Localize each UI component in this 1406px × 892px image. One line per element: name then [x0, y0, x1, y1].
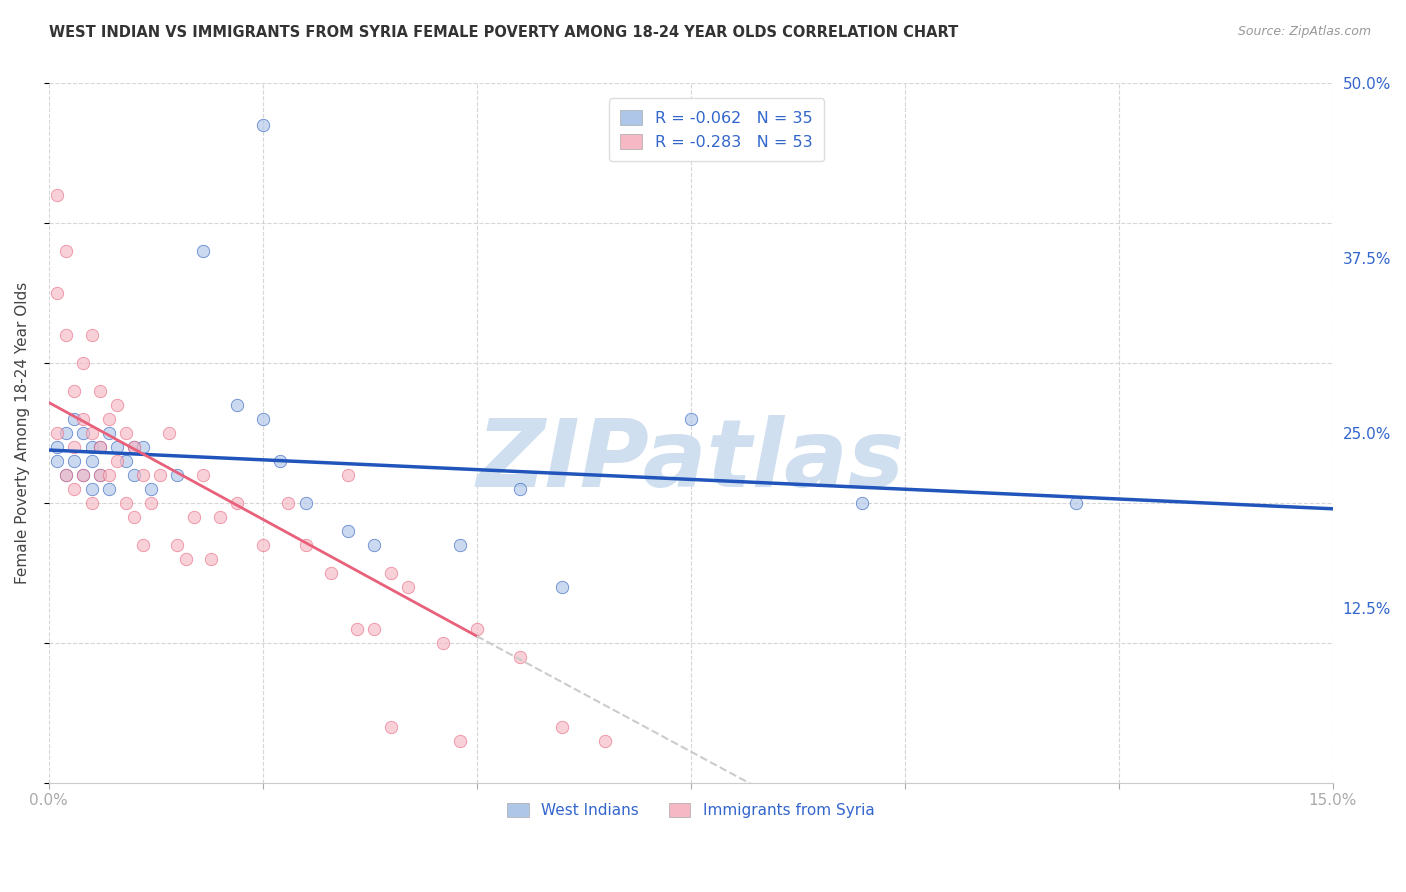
- Point: [157, 426, 180, 441]
- Point: [46, 454, 69, 468]
- Point: [380, 720, 402, 734]
- Point: [89, 384, 111, 399]
- Point: [208, 510, 231, 524]
- Point: [89, 440, 111, 454]
- Point: [46, 426, 69, 441]
- Point: [89, 440, 111, 454]
- Point: [380, 566, 402, 581]
- Text: Source: ZipAtlas.com: Source: ZipAtlas.com: [1237, 25, 1371, 38]
- Text: ZIPatlas: ZIPatlas: [477, 415, 905, 508]
- Point: [105, 454, 128, 468]
- Point: [226, 496, 249, 510]
- Point: [593, 734, 616, 748]
- Point: [337, 524, 360, 538]
- Point: [89, 468, 111, 483]
- Point: [191, 244, 214, 259]
- Point: [114, 426, 136, 441]
- Point: [63, 412, 86, 426]
- Point: [252, 119, 274, 133]
- Point: [72, 356, 94, 370]
- Y-axis label: Female Poverty Among 18-24 Year Olds: Female Poverty Among 18-24 Year Olds: [15, 282, 30, 584]
- Point: [89, 468, 111, 483]
- Point: [72, 412, 94, 426]
- Point: [174, 552, 197, 566]
- Point: [465, 622, 488, 636]
- Point: [509, 650, 531, 665]
- Point: [124, 440, 146, 454]
- Point: [63, 440, 86, 454]
- Point: [80, 440, 103, 454]
- Point: [114, 454, 136, 468]
- Point: [277, 496, 299, 510]
- Point: [80, 496, 103, 510]
- Point: [166, 538, 188, 552]
- Point: [141, 482, 163, 496]
- Point: [509, 482, 531, 496]
- Point: [97, 426, 120, 441]
- Point: [337, 468, 360, 483]
- Point: [55, 426, 77, 441]
- Point: [124, 510, 146, 524]
- Point: [252, 538, 274, 552]
- Point: [46, 188, 69, 202]
- Point: [80, 426, 103, 441]
- Point: [396, 580, 419, 594]
- Point: [55, 328, 77, 343]
- Point: [363, 622, 385, 636]
- Point: [183, 510, 205, 524]
- Point: [851, 496, 873, 510]
- Point: [551, 720, 574, 734]
- Point: [449, 734, 471, 748]
- Point: [97, 482, 120, 496]
- Point: [80, 454, 103, 468]
- Point: [449, 538, 471, 552]
- Point: [124, 468, 146, 483]
- Point: [114, 496, 136, 510]
- Point: [200, 552, 222, 566]
- Point: [294, 496, 316, 510]
- Point: [432, 636, 454, 650]
- Point: [72, 426, 94, 441]
- Point: [252, 412, 274, 426]
- Point: [46, 440, 69, 454]
- Point: [132, 468, 155, 483]
- Point: [55, 244, 77, 259]
- Point: [346, 622, 368, 636]
- Point: [80, 482, 103, 496]
- Point: [97, 468, 120, 483]
- Point: [124, 440, 146, 454]
- Point: [132, 538, 155, 552]
- Point: [363, 538, 385, 552]
- Point: [63, 384, 86, 399]
- Point: [63, 454, 86, 468]
- Point: [132, 440, 155, 454]
- Point: [149, 468, 172, 483]
- Point: [679, 412, 702, 426]
- Point: [321, 566, 343, 581]
- Point: [72, 468, 94, 483]
- Point: [191, 468, 214, 483]
- Point: [294, 538, 316, 552]
- Point: [80, 328, 103, 343]
- Point: [55, 468, 77, 483]
- Point: [105, 398, 128, 412]
- Point: [269, 454, 291, 468]
- Point: [97, 412, 120, 426]
- Point: [105, 440, 128, 454]
- Point: [46, 286, 69, 301]
- Point: [55, 468, 77, 483]
- Legend: West Indians, Immigrants from Syria: West Indians, Immigrants from Syria: [501, 797, 880, 824]
- Point: [72, 468, 94, 483]
- Point: [166, 468, 188, 483]
- Point: [141, 496, 163, 510]
- Text: WEST INDIAN VS IMMIGRANTS FROM SYRIA FEMALE POVERTY AMONG 18-24 YEAR OLDS CORREL: WEST INDIAN VS IMMIGRANTS FROM SYRIA FEM…: [49, 25, 959, 40]
- Point: [63, 482, 86, 496]
- Point: [551, 580, 574, 594]
- Point: [1064, 496, 1087, 510]
- Point: [226, 398, 249, 412]
